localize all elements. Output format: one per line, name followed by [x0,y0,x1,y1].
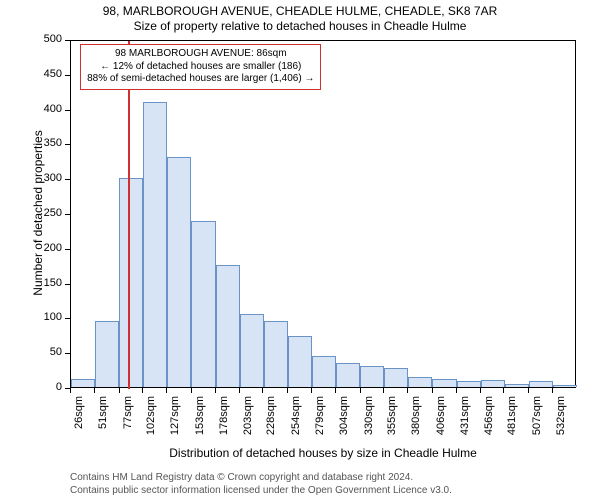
x-tick-label: 532sqm [555,396,567,436]
y-tick-label: 100 [32,311,62,323]
y-tick-label: 250 [32,207,62,219]
x-tick-mark [142,388,143,393]
y-tick-label: 450 [32,68,62,80]
y-tick-mark [65,75,70,76]
histogram-bar [336,363,360,387]
y-tick-mark [65,214,70,215]
annotation-line3: 88% of semi-detached houses are larger (… [87,73,314,86]
x-tick-label: 178sqm [218,396,230,436]
x-tick-mark [552,388,553,393]
x-tick-mark [335,388,336,393]
x-tick-label: 26sqm [73,396,85,436]
histogram-bar [553,385,577,387]
x-tick-label: 380sqm [410,396,422,436]
x-tick-label: 279sqm [314,396,326,436]
x-tick-label: 456sqm [483,396,495,436]
y-tick-label: 150 [32,277,62,289]
x-tick-mark [311,388,312,393]
y-tick-mark [65,144,70,145]
histogram-bar [384,368,408,387]
x-tick-label: 254sqm [290,396,302,436]
histogram-bar [432,379,456,387]
x-tick-label: 77sqm [122,396,134,436]
x-tick-mark [191,388,192,393]
histogram-bar [529,381,553,387]
footer-line1: Contains HM Land Registry data © Crown c… [70,472,452,485]
y-tick-label: 350 [32,137,62,149]
x-tick-mark [383,388,384,393]
y-tick-mark [65,318,70,319]
histogram-bar [264,321,288,387]
x-tick-label: 355sqm [386,396,398,436]
x-tick-label: 102sqm [145,396,157,436]
histogram-bar [481,380,505,387]
x-tick-mark [528,388,529,393]
x-tick-label: 51sqm [97,396,109,436]
annotation-line1: 98 MARLBOROUGH AVENUE: 86sqm [87,48,314,61]
x-tick-label: 127sqm [169,396,181,436]
histogram-bar [216,265,240,387]
histogram-bar [457,381,481,387]
x-tick-mark [166,388,167,393]
x-tick-label: 330sqm [363,396,375,436]
histogram-bar [71,379,95,387]
x-tick-mark [239,388,240,393]
annotation-box: 98 MARLBOROUGH AVENUE: 86sqm ← 12% of de… [80,44,321,90]
x-tick-mark [407,388,408,393]
y-tick-mark [65,110,70,111]
y-tick-mark [65,179,70,180]
histogram-bar [119,178,143,387]
x-tick-label: 481sqm [506,396,518,436]
histogram-bar [95,321,119,387]
x-tick-mark [360,388,361,393]
x-tick-label: 153sqm [194,396,206,436]
x-tick-label: 203sqm [242,396,254,436]
x-tick-mark [503,388,504,393]
histogram-bar [143,102,167,387]
y-tick-mark [65,40,70,41]
histogram-bar [408,377,432,387]
x-tick-label: 304sqm [338,396,350,436]
x-axis-label: Distribution of detached houses by size … [70,446,576,460]
y-tick-label: 200 [32,242,62,254]
y-tick-label: 50 [32,346,62,358]
x-tick-mark [94,388,95,393]
y-tick-mark [65,284,70,285]
x-tick-mark [287,388,288,393]
x-tick-label: 431sqm [459,396,471,436]
footer-line2: Contains public sector information licen… [70,485,452,498]
x-tick-label: 406sqm [435,396,447,436]
property-marker-line [128,41,130,389]
x-tick-label: 228sqm [265,396,277,436]
y-tick-mark [65,353,70,354]
page-address-title: 98, MARLBOROUGH AVENUE, CHEADLE HULME, C… [0,4,600,18]
y-tick-mark [65,249,70,250]
y-tick-label: 500 [32,33,62,45]
x-tick-mark [70,388,71,393]
page-subtitle: Size of property relative to detached ho… [0,19,600,33]
histogram-bar [288,336,312,387]
histogram-plot-area [70,40,576,388]
x-tick-mark [119,388,120,393]
y-tick-label: 300 [32,172,62,184]
y-tick-label: 0 [32,381,62,393]
x-tick-mark [262,388,263,393]
histogram-bar [240,314,264,387]
histogram-bar [360,366,384,387]
histogram-bar [505,384,529,387]
x-tick-mark [456,388,457,393]
histogram-bar [167,157,191,387]
x-tick-mark [480,388,481,393]
footer-attribution: Contains HM Land Registry data © Crown c… [70,472,452,497]
histogram-bar [312,356,336,387]
x-tick-mark [215,388,216,393]
histogram-bar [191,221,215,387]
annotation-line2: ← 12% of detached houses are smaller (18… [87,61,314,74]
x-tick-mark [432,388,433,393]
y-tick-label: 400 [32,103,62,115]
x-tick-label: 507sqm [531,396,543,436]
